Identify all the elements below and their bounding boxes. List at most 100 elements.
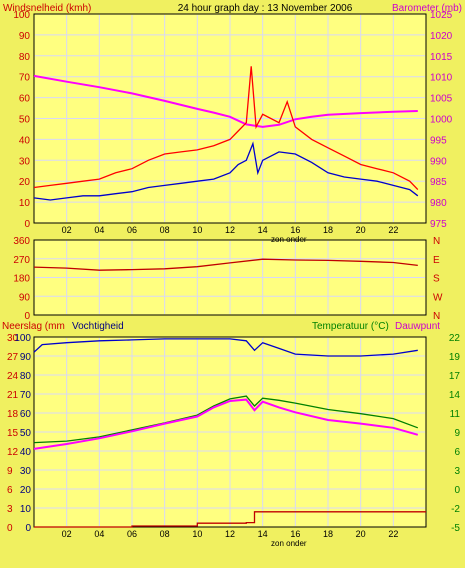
- y-tick-label: 50: [19, 115, 31, 126]
- x-tick-label: 20: [356, 225, 366, 235]
- y-tick-label: 22: [449, 333, 461, 344]
- y-tick-label: 70: [19, 73, 31, 84]
- x-tick-label: 16: [290, 529, 300, 539]
- y-tick-label: 985: [430, 177, 447, 188]
- y-tick-label: 21: [7, 390, 19, 401]
- x-tick-label: 04: [94, 529, 104, 539]
- y-tick-label: 9: [454, 428, 460, 439]
- y-tick-label: 995: [430, 135, 447, 146]
- y-tick-label: -2: [451, 504, 460, 515]
- y-tick-label: N: [433, 311, 440, 322]
- y-tick-label: 1025: [430, 10, 453, 21]
- x-tick-label: 02: [62, 225, 72, 235]
- dewpoint-line: [33, 398, 419, 450]
- dewpoint-axis-title: Dauwpunt: [395, 321, 440, 332]
- wind-axis-title: Windsnelheid (kmh): [3, 3, 91, 14]
- y-tick-label: 40: [19, 135, 31, 146]
- y-tick-label: 0: [25, 523, 31, 534]
- sunset-label: zon onder: [271, 539, 307, 548]
- barometer-axis-title: Barometer (mb): [392, 3, 462, 14]
- humidity-axis-title: Vochtigheid: [72, 321, 124, 332]
- y-tick-label: S: [433, 274, 440, 285]
- y-tick-label: 27: [7, 352, 19, 363]
- y-tick-label: 1020: [430, 31, 453, 42]
- x-tick-label: 12: [225, 225, 235, 235]
- y-tick-label: 3: [7, 504, 13, 515]
- y-tick-label: 90: [19, 292, 31, 303]
- y-tick-label: 0: [24, 311, 30, 322]
- y-tick-label: 70: [20, 390, 32, 401]
- x-tick-label: 18: [323, 529, 333, 539]
- y-tick-label: 0: [24, 219, 30, 230]
- y-tick-label: 100: [13, 10, 30, 21]
- x-tick-label: 02: [62, 529, 72, 539]
- y-tick-label: 12: [7, 447, 19, 458]
- y-tick-label: 30: [7, 333, 19, 344]
- sunset-label: zon onder: [271, 235, 307, 244]
- wind-speed-line: [33, 141, 419, 201]
- x-tick-label: 06: [127, 529, 137, 539]
- y-tick-label: 100: [14, 333, 31, 344]
- rain-axis-title: Neerslag (mm: [2, 321, 65, 332]
- y-tick-label: 270: [13, 255, 30, 266]
- y-tick-label: 10: [19, 198, 31, 209]
- rain-line: [34, 511, 426, 528]
- y-tick-label: 180: [13, 274, 30, 285]
- temperature-line: [33, 395, 419, 444]
- y-tick-label: 30: [19, 156, 31, 167]
- y-tick-label: 1015: [430, 52, 453, 63]
- y-tick-label: E: [433, 255, 440, 266]
- y-tick-label: 0: [7, 523, 13, 534]
- y-tick-label: 18: [7, 409, 19, 420]
- x-tick-label: 20: [356, 529, 366, 539]
- y-tick-label: 0: [454, 485, 460, 496]
- y-tick-label: 60: [20, 409, 32, 420]
- y-tick-label: 360: [13, 236, 30, 247]
- y-tick-label: 19: [449, 352, 461, 363]
- y-tick-label: 20: [19, 177, 31, 188]
- y-tick-label: 90: [19, 31, 31, 42]
- y-tick-label: 14: [449, 390, 461, 401]
- y-tick-label: 40: [20, 447, 32, 458]
- x-tick-label: 14: [258, 225, 268, 235]
- chart-title: 24 hour graph day : 13 November 2006: [178, 3, 353, 14]
- y-tick-label: 1010: [430, 73, 453, 84]
- x-tick-label: 22: [388, 529, 398, 539]
- y-tick-label: 60: [19, 94, 31, 105]
- y-tick-label: 990: [430, 156, 447, 167]
- y-tick-label: 980: [430, 198, 447, 209]
- x-tick-label: 14: [258, 529, 268, 539]
- y-tick-label: -5: [451, 523, 460, 534]
- y-tick-label: 30: [20, 466, 32, 477]
- y-tick-label: 80: [19, 52, 31, 63]
- y-tick-label: 24: [7, 371, 19, 382]
- wind-gust-line: [33, 66, 419, 191]
- y-tick-label: 50: [20, 428, 32, 439]
- y-tick-label: 3: [454, 466, 460, 477]
- y-tick-label: 6: [7, 485, 13, 496]
- x-tick-label: 22: [388, 225, 398, 235]
- y-tick-label: 10: [20, 504, 32, 515]
- x-tick-label: 08: [160, 529, 170, 539]
- y-tick-label: 11: [450, 409, 461, 420]
- x-tick-label: 12: [225, 529, 235, 539]
- y-tick-label: 20: [20, 485, 32, 496]
- y-tick-label: 17: [449, 371, 461, 382]
- x-tick-label: 08: [160, 225, 170, 235]
- humidity-line: [33, 338, 418, 357]
- y-tick-label: W: [433, 292, 443, 303]
- x-tick-label: 10: [192, 529, 202, 539]
- y-tick-label: 90: [20, 352, 32, 363]
- y-tick-label: 1000: [430, 115, 453, 126]
- x-tick-label: 04: [94, 225, 104, 235]
- wind-direction-line: [33, 258, 418, 271]
- x-tick-label: 18: [323, 225, 333, 235]
- y-tick-label: 975: [430, 219, 447, 230]
- barometer-line: [33, 74, 418, 128]
- y-tick-label: 1005: [430, 94, 453, 105]
- y-tick-label: 9: [7, 466, 13, 477]
- x-tick-label: 06: [127, 225, 137, 235]
- x-tick-label: 16: [290, 225, 300, 235]
